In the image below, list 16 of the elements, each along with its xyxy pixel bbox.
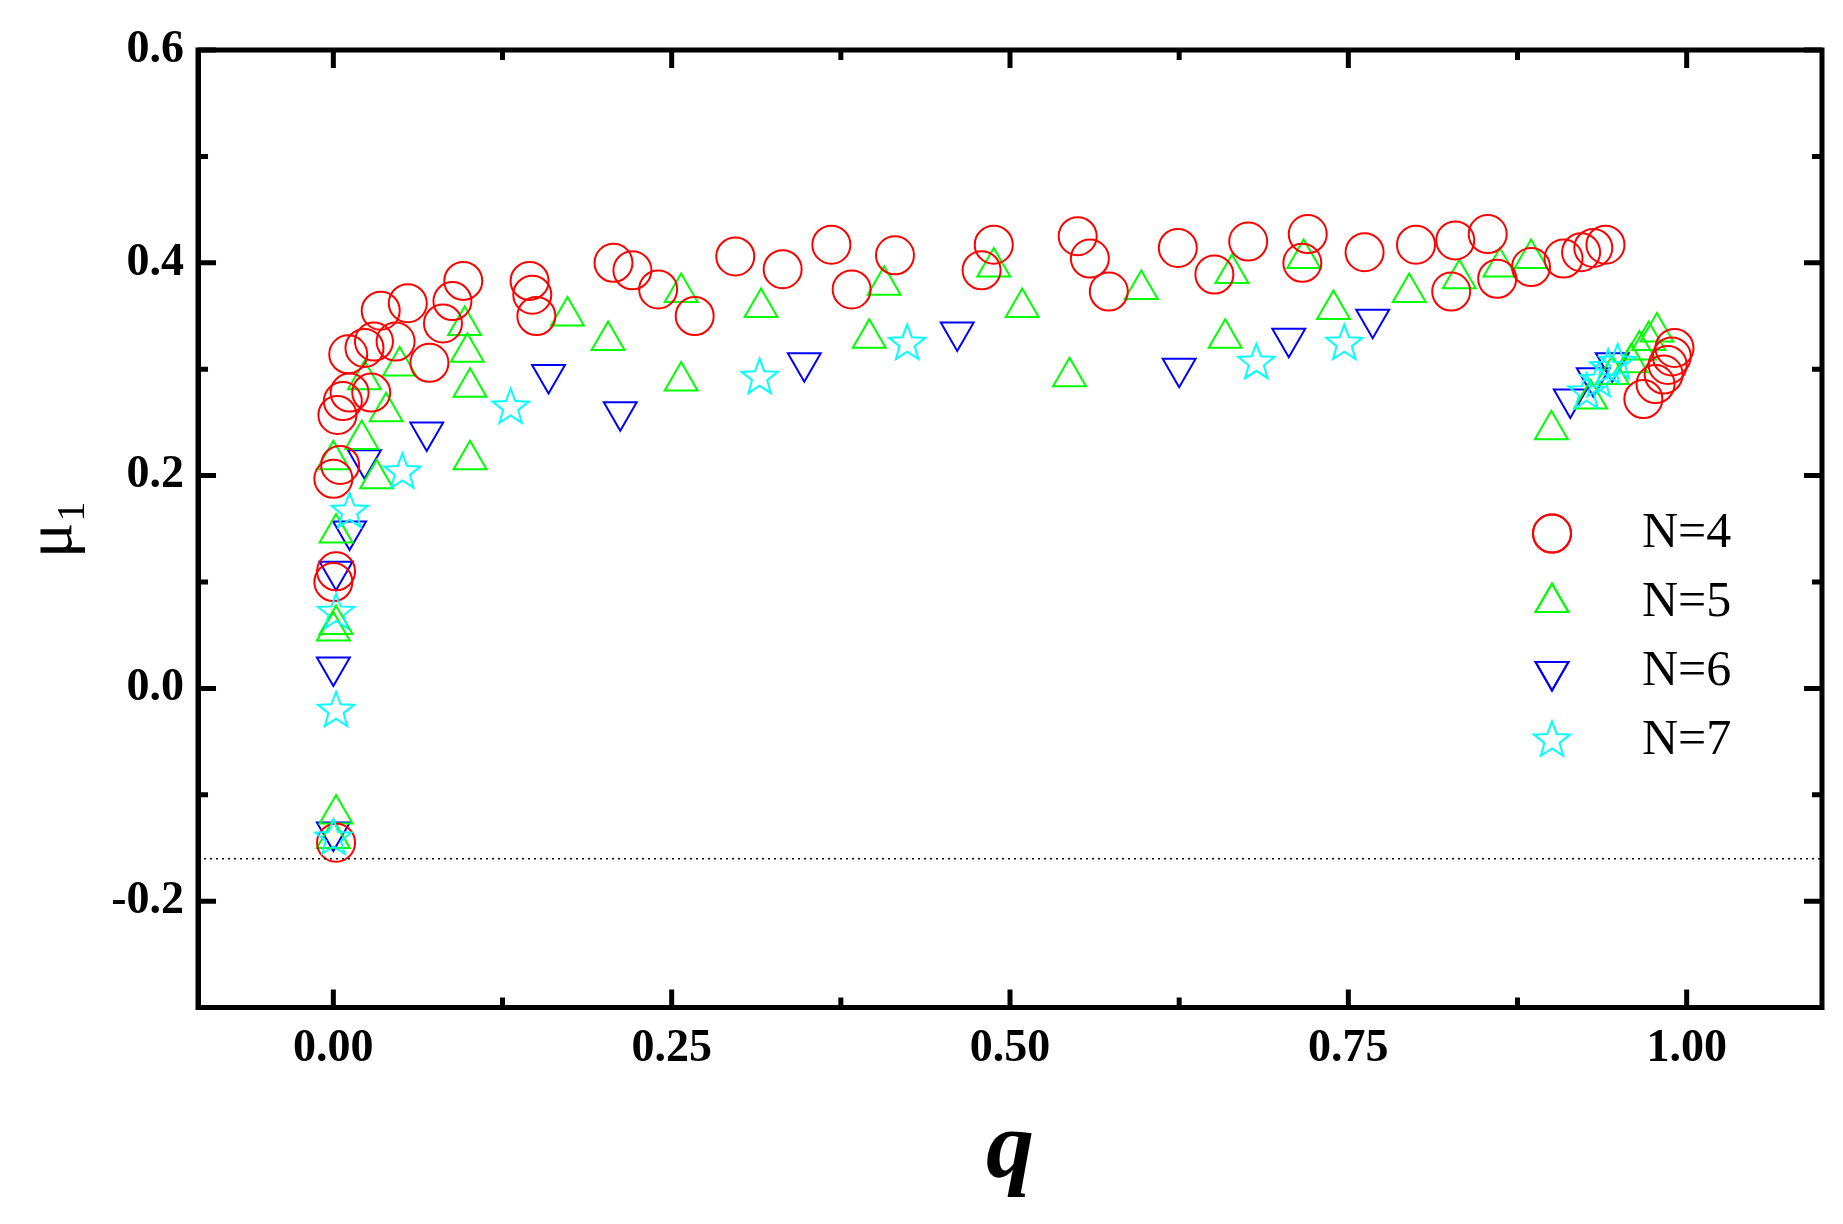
y-tick-label: -0.2 xyxy=(111,872,185,924)
legend-label: N=5 xyxy=(1642,570,1732,627)
x-tick-label: 0.00 xyxy=(293,1020,374,1072)
x-tick-label: 1.00 xyxy=(1646,1020,1727,1072)
y-tick-label: 0.4 xyxy=(126,233,185,285)
y-axis-title: μ₁ xyxy=(11,499,85,558)
y-tick-label: 0.6 xyxy=(126,20,185,72)
legend-label: N=4 xyxy=(1642,501,1732,558)
x-tick-label: 0.75 xyxy=(1308,1020,1389,1072)
y-tick-label: 0.2 xyxy=(126,446,185,498)
x-tick-label: 0.25 xyxy=(631,1020,712,1072)
x-tick-label: 0.50 xyxy=(969,1020,1051,1072)
legend-label: N=6 xyxy=(1642,639,1732,696)
y-tick-label: 0.0 xyxy=(126,659,185,711)
x-axis-title: q xyxy=(986,1091,1035,1199)
legend-label: N=7 xyxy=(1642,708,1732,765)
